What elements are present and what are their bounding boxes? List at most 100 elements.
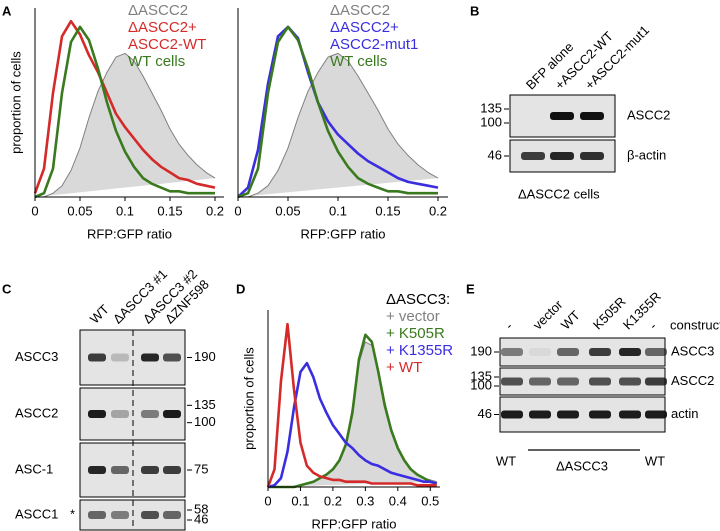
band (88, 410, 106, 418)
genotype-label: ΔASCC3 (556, 458, 608, 473)
band (557, 348, 579, 356)
lane-label: vector (530, 296, 566, 332)
marker-label: 135 (470, 368, 492, 383)
band (163, 353, 181, 362)
band (589, 377, 611, 386)
band (163, 466, 181, 474)
band (141, 511, 159, 519)
row-label: β-actin (627, 147, 666, 162)
lane-header: construct (670, 317, 720, 332)
area-line (238, 52, 439, 198)
series-line (266, 322, 437, 488)
marker-label: 190 (194, 349, 216, 364)
row-label: ASC-1 (15, 461, 53, 476)
x-tick-label: 0.15 (375, 203, 400, 218)
legend-entry: + K505R (386, 325, 445, 342)
band (589, 410, 611, 419)
legend-entry: WT cells (128, 53, 186, 70)
legend-entry: + WT (386, 359, 423, 376)
blot-caption: ΔASCC2 cells (518, 186, 600, 201)
band (619, 377, 641, 386)
x-tick-label: 0.1 (329, 203, 347, 218)
x-tick-label: 0.2 (324, 493, 342, 508)
series-line (33, 19, 216, 194)
legend-entry: ΔASCC2+ ASCC2-WT (128, 19, 207, 53)
legend-entry: + K1355R (386, 342, 454, 359)
x-axis-label: RFP:GFP ratio (87, 226, 172, 241)
band (141, 410, 159, 418)
marker-label: 58 (194, 501, 208, 516)
x-axis-label: RFP:GFP ratio (311, 516, 396, 531)
legend-entry: ΔASCC2 (330, 2, 391, 19)
band (501, 348, 523, 356)
band (557, 410, 579, 419)
x-tick-label: 0 (31, 203, 38, 218)
band (580, 112, 604, 120)
series-line (34, 25, 215, 199)
row-label: ASCC2 (15, 405, 58, 420)
panel-label: A (2, 3, 12, 18)
lane-label: K505R (590, 294, 629, 333)
lane-label: K1355R (620, 289, 664, 333)
band (88, 511, 106, 519)
band (501, 410, 523, 419)
band (619, 410, 641, 419)
band-annotation: * (70, 506, 75, 521)
panel-label: B (470, 3, 479, 18)
panel-label: E (466, 281, 475, 296)
row-label: ASCC3 (671, 343, 714, 358)
series-line (268, 333, 438, 489)
legend-entry: + vector (386, 308, 440, 325)
y-axis-label: proportion of cells (8, 51, 23, 154)
x-tick-label: 0 (264, 493, 271, 508)
series-line (237, 25, 438, 199)
marker-label: 190 (470, 343, 492, 358)
band (111, 410, 129, 418)
series-line (267, 361, 438, 489)
legend-entry: WT cells (330, 53, 388, 70)
band (550, 152, 574, 160)
x-tick-label: 0.3 (356, 493, 374, 508)
band (529, 348, 551, 356)
x-tick-label: 0.1 (291, 493, 309, 508)
x-tick-label: 0.5 (421, 493, 439, 508)
band (645, 348, 667, 356)
band (163, 511, 181, 519)
x-axis-label: RFP:GFP ratio (300, 226, 385, 241)
legend-entry: ΔASCC2 (128, 2, 189, 19)
row-label: ASCC1 (15, 506, 58, 521)
band (521, 152, 545, 160)
legend: ΔASCC3: + vector + K505R + K1355R + WT (386, 291, 468, 376)
marker-label: 46 (478, 406, 492, 421)
legend: ΔASCC2 ΔASCC2+ ASCC2-mut1 WT cells (330, 2, 428, 70)
marker-label: 75 (194, 461, 208, 476)
panel-label: D (236, 281, 245, 296)
row-label: ASCC3 (15, 349, 58, 364)
row-label: actin (671, 406, 698, 421)
x-tick-label: 0.05 (275, 203, 300, 218)
band (111, 353, 129, 362)
marker-label: 100 (194, 414, 216, 429)
lane-label: - (502, 319, 516, 333)
band (88, 466, 106, 474)
band (645, 410, 667, 419)
band (619, 348, 641, 356)
band (557, 377, 579, 386)
band (589, 348, 611, 356)
lane-label: WT (87, 302, 112, 327)
marker-label: 46 (194, 511, 208, 526)
x-tick-label: 0.4 (389, 493, 407, 508)
band (550, 112, 574, 120)
band (580, 152, 604, 160)
marker-label: 100 (470, 377, 492, 392)
band (141, 353, 159, 362)
genotype-label: WT (496, 453, 516, 468)
row-label: ASCC2 (627, 107, 670, 122)
x-tick-label: 0 (234, 203, 241, 218)
lane-label: - (646, 319, 660, 333)
legend-title: ΔASCC3: (386, 291, 451, 308)
x-tick-label: 0.2 (206, 203, 224, 218)
genotype-label: WT (645, 453, 665, 468)
